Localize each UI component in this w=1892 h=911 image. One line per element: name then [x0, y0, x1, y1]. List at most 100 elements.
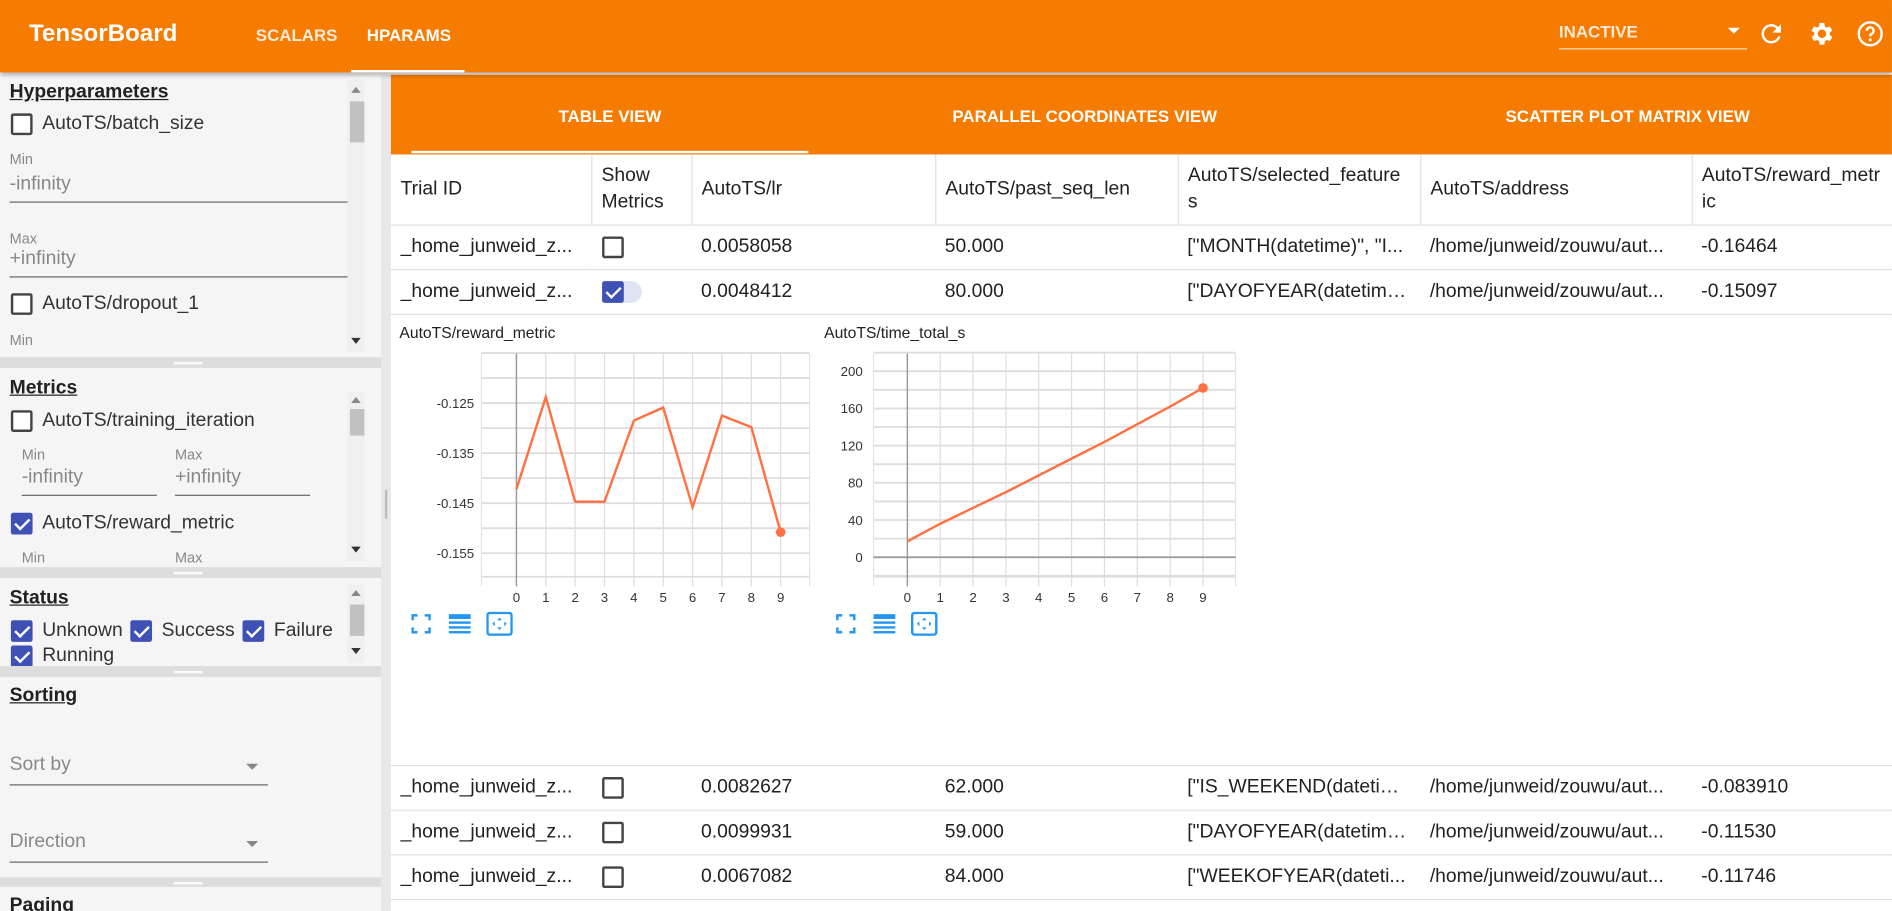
data-point: [1198, 383, 1208, 393]
x-tick-label: 1: [542, 590, 549, 605]
toggle-log-scale-icon[interactable]: [448, 612, 472, 636]
past-cell: 50.000: [935, 224, 1178, 270]
address-cell: /home/junweid/zouwu/aut...: [1420, 854, 1692, 900]
zoom-reset-icon[interactable]: [486, 611, 513, 636]
paging-title: Paging: [9, 895, 75, 911]
x-tick-label: 8: [748, 590, 755, 605]
batch-size-max-input[interactable]: +infinity: [9, 246, 348, 278]
status-running-checkbox[interactable]: [10, 645, 33, 667]
training-iteration-max-input[interactable]: +infinity: [174, 465, 311, 496]
x-tick-label: 6: [689, 590, 696, 605]
reward-cell: -0.11746: [1691, 854, 1892, 900]
x-tick-label: 8: [1166, 590, 1173, 605]
past-cell: 62.000: [935, 764, 1178, 811]
y-tick-label: -0.125: [437, 396, 475, 411]
x-tick-label: 4: [1035, 590, 1042, 605]
refresh-icon[interactable]: [1757, 19, 1786, 48]
reward-cell: -0.11530: [1691, 809, 1892, 855]
column-header[interactable]: AutoTS/lr: [691, 154, 936, 226]
max-label: Max: [174, 549, 203, 566]
y-tick-label: 120: [841, 438, 863, 453]
sidebar-splitter[interactable]: [381, 74, 391, 911]
tab-table-view[interactable]: TABLE VIEW: [558, 106, 662, 126]
status-unknown-checkbox[interactable]: [10, 620, 33, 642]
direction-label: Direction: [9, 831, 86, 852]
table-row[interactable]: _home_junweid_z... 0.0058058 50.000 ["MONTH…: [390, 224, 1892, 270]
show-metrics-checkbox[interactable]: [602, 280, 624, 303]
features-cell: ["WEEKOFYEAR(dateti...: [1177, 854, 1421, 900]
x-tick-label: 9: [1199, 590, 1206, 605]
features-cell: ["MONTH(datetime)", "I...: [1177, 224, 1421, 270]
fit-domain-icon[interactable]: [409, 612, 433, 636]
resize-handle[interactable]: [173, 670, 203, 674]
dropout-1-checkbox[interactable]: [10, 293, 33, 315]
training-iteration-checkbox[interactable]: [10, 410, 33, 432]
status-failure-checkbox[interactable]: [242, 620, 265, 642]
column-header[interactable]: Trial ID: [390, 154, 592, 226]
x-tick-label: 3: [601, 590, 608, 605]
nav-scalars[interactable]: SCALARS: [255, 25, 338, 45]
help-icon[interactable]: [1856, 19, 1885, 48]
nav-hparams[interactable]: HPARAMS: [366, 25, 451, 45]
batch-size-min-input[interactable]: -infinity: [9, 171, 348, 203]
tab-scatter-plot-matrix-view[interactable]: SCATTER PLOT MATRIX VIEW: [1505, 106, 1750, 126]
reward-cell: -0.15097: [1691, 269, 1892, 315]
status-failure-label: Failure: [273, 620, 333, 641]
table-row[interactable]: _home_junweid_z... 0.0099931 59.000 ["DAYOF…: [390, 809, 1892, 855]
show-metrics-checkbox[interactable]: [602, 776, 624, 799]
x-tick-label: 0: [513, 590, 520, 605]
column-header: Show Metrics: [591, 154, 692, 226]
lr-cell: 0.0082627: [691, 764, 936, 811]
zoom-reset-icon[interactable]: [910, 611, 938, 636]
status-success-checkbox[interactable]: [130, 620, 153, 642]
batch-size-checkbox[interactable]: [10, 113, 33, 136]
series-line: [515, 392, 782, 533]
x-tick-label: 2: [969, 590, 976, 605]
column-header[interactable]: AutoTS/selected_features: [1177, 154, 1421, 226]
table-row[interactable]: _home_junweid_z... 0.0067082 84.000 ["WEEKO…: [390, 854, 1892, 900]
run-selector-dropdown[interactable]: INACTIVE: [1558, 21, 1748, 50]
settings-icon[interactable]: [1807, 19, 1836, 48]
training-iteration-min-input[interactable]: -infinity: [21, 465, 157, 496]
address-cell: /home/junweid/zouwu/aut...: [1420, 269, 1692, 315]
min-label: Min: [21, 549, 46, 566]
show-metrics-checkbox[interactable]: [602, 821, 624, 843]
active-nav-indicator: [351, 69, 465, 73]
lr-cell: 0.0048412: [691, 269, 936, 315]
show-metrics-checkbox[interactable]: [602, 235, 624, 258]
show-metrics-checkbox[interactable]: [602, 865, 624, 888]
column-header[interactable]: AutoTS/past_seq_len: [935, 154, 1179, 226]
column-header[interactable]: AutoTS/reward_metric: [1691, 154, 1892, 226]
direction-dropdown[interactable]: Direction: [9, 831, 268, 863]
min-label: Min: [21, 446, 46, 464]
y-tick-label: -0.135: [437, 446, 475, 461]
lr-cell: 0.0058058: [691, 224, 936, 270]
y-tick-label: -0.145: [437, 496, 475, 511]
tab-parallel-coordinates-view[interactable]: PARALLEL COORDINATES VIEW: [952, 106, 1218, 126]
column-header[interactable]: AutoTS/address: [1420, 154, 1693, 226]
dropout-1-label: AutoTS/dropout_1: [42, 293, 199, 314]
trial-cell: _home_junweid_z...: [390, 764, 592, 811]
resize-handle[interactable]: [173, 571, 203, 575]
resize-handle[interactable]: [173, 882, 203, 885]
hyperparameters-title: Hyperparameters: [9, 82, 169, 103]
run-selector-value: INACTIVE: [1558, 21, 1638, 42]
past-cell: 80.000: [935, 269, 1178, 315]
table-row[interactable]: _home_junweid_z... 0.0048412 80.000 ["DAYOF…: [390, 269, 1892, 315]
features-cell: ["DAYOFYEAR(datetime...: [1177, 809, 1421, 855]
scrollbar[interactable]: [347, 585, 365, 663]
sort-by-dropdown[interactable]: Sort by: [9, 754, 268, 786]
fit-domain-icon[interactable]: [834, 612, 858, 636]
scrollbar[interactable]: [347, 79, 365, 353]
reward-metric-checkbox[interactable]: [10, 512, 33, 535]
scrollbar[interactable]: [347, 392, 365, 562]
resize-handle[interactable]: [173, 361, 203, 365]
x-tick-label: 5: [1068, 590, 1075, 605]
table-row[interactable]: _home_junweid_z... 0.0082627 62.000 ["IS_WE…: [390, 764, 1892, 811]
show-metrics-cell: [591, 854, 692, 900]
y-tick-label: 200: [841, 364, 863, 379]
x-tick-label: 3: [1002, 590, 1009, 605]
y-tick-label: 0: [855, 550, 862, 565]
x-tick-label: 2: [571, 590, 578, 605]
toggle-log-scale-icon[interactable]: [872, 612, 896, 636]
